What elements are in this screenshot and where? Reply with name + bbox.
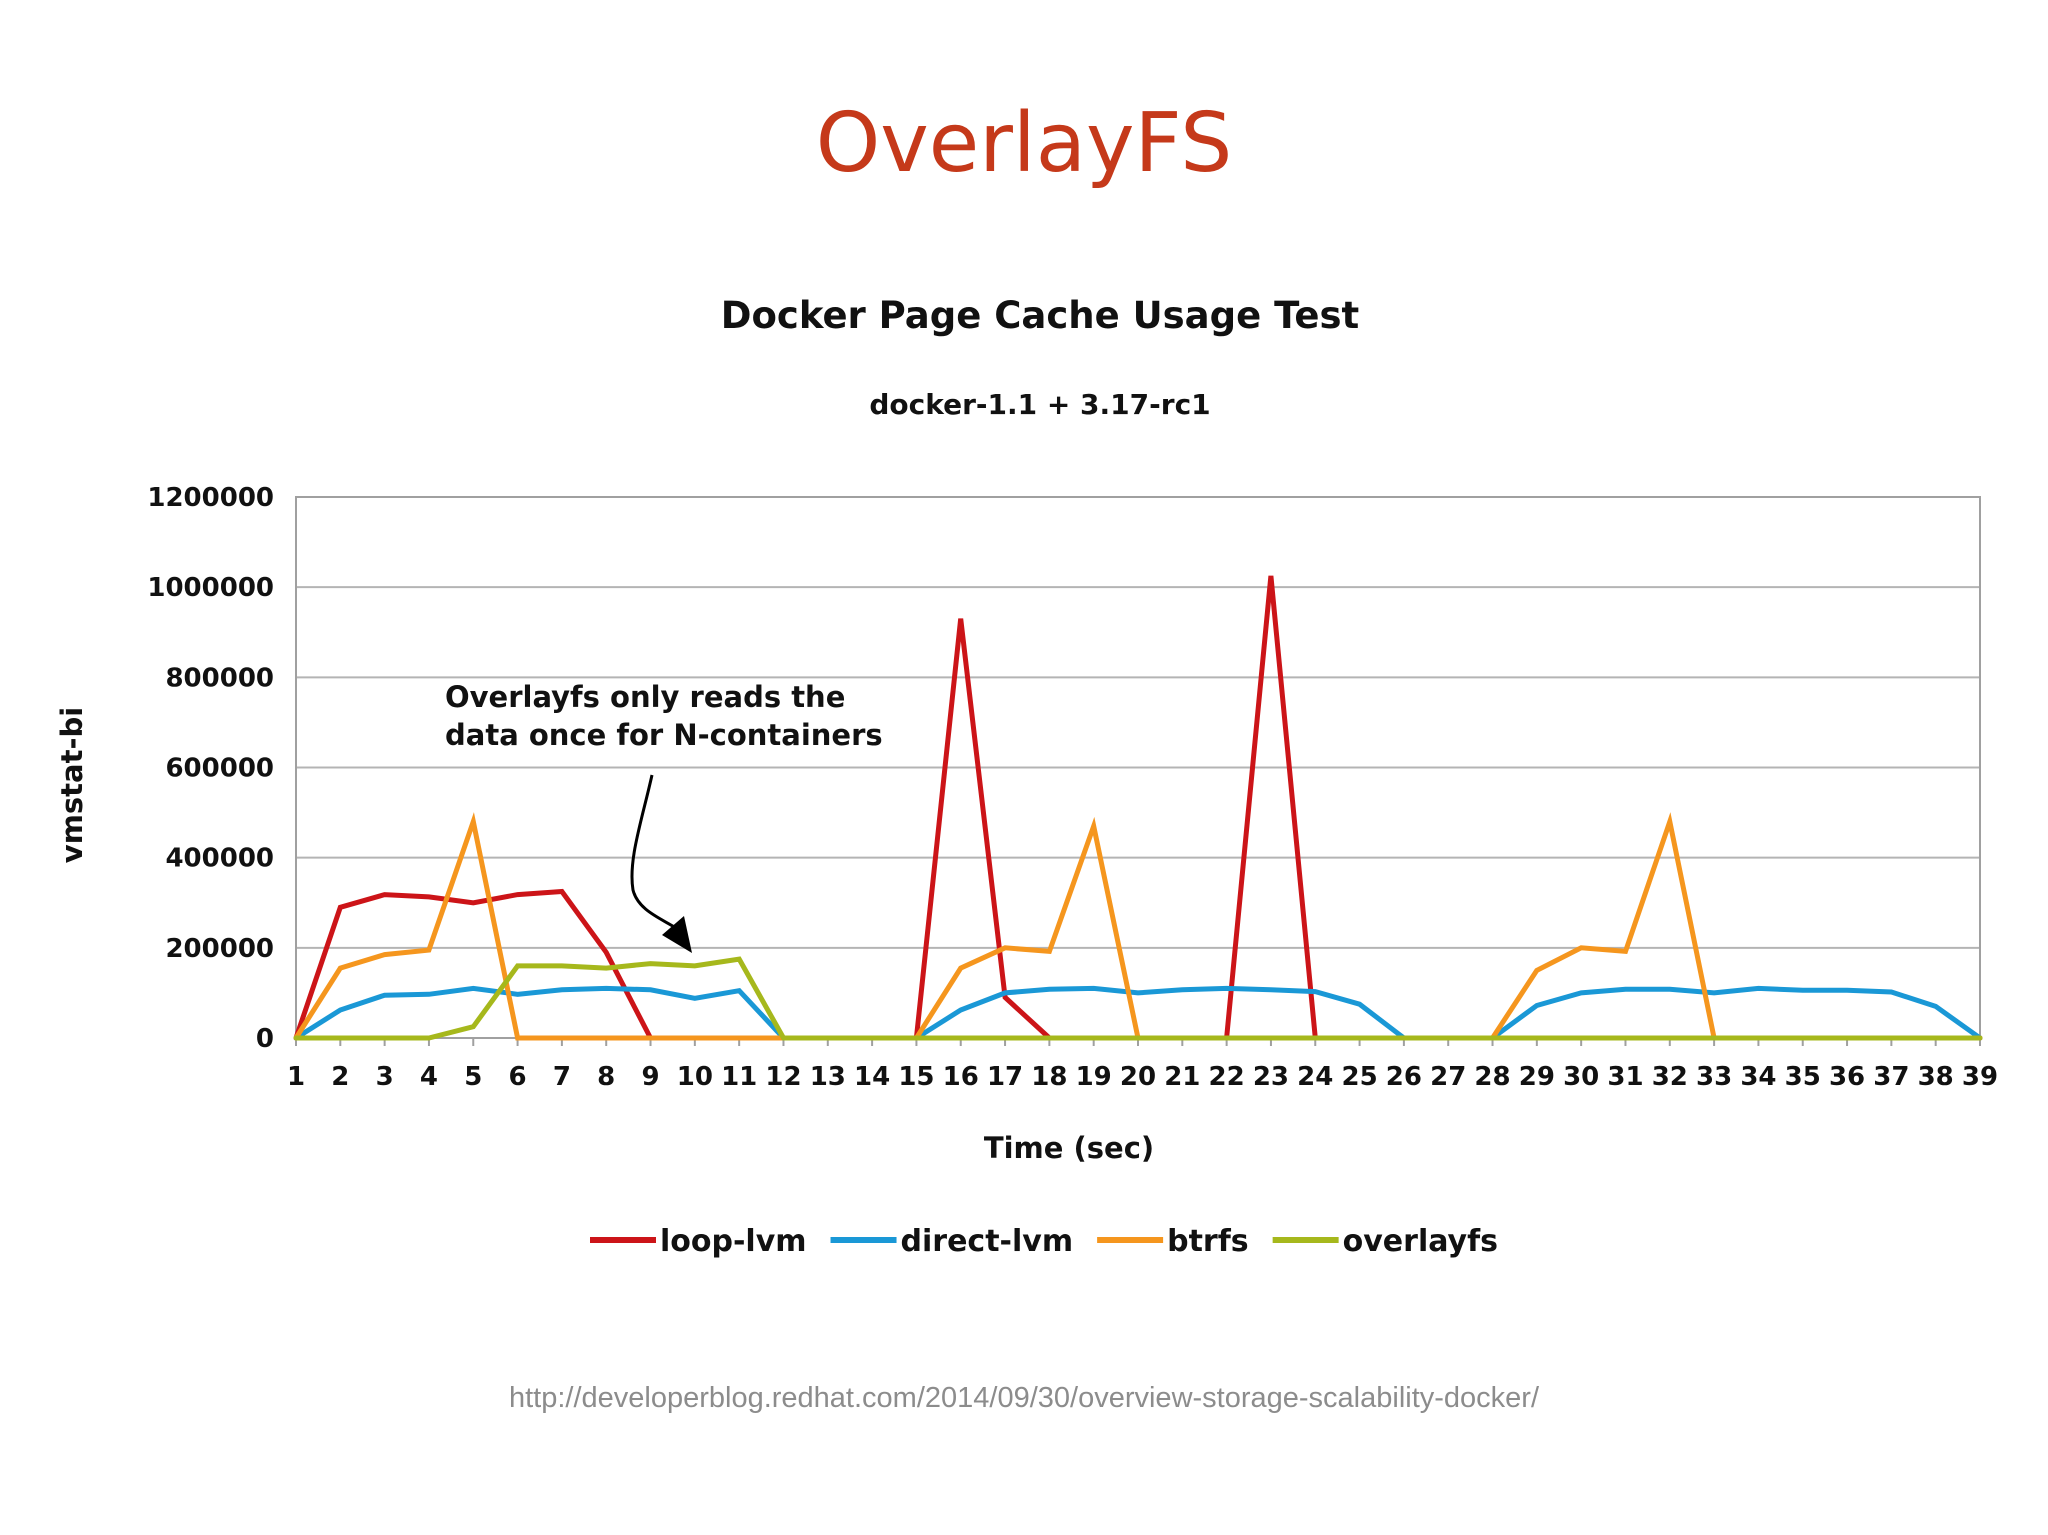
chart-title: Docker Page Cache Usage Test	[721, 294, 1359, 337]
x-tick-label: 36	[1829, 1062, 1865, 1092]
x-tick-label: 9	[641, 1062, 659, 1092]
x-tick-label: 2	[331, 1062, 349, 1092]
x-tick-label: 3	[376, 1062, 394, 1092]
y-tick-label: 400000	[165, 844, 274, 874]
x-tick-label: 33	[1696, 1062, 1732, 1092]
annotation-arrowhead	[662, 916, 692, 953]
x-tick-label: 12	[765, 1062, 801, 1092]
x-tick-label: 19	[1076, 1062, 1112, 1092]
series-line-overlayfs	[293, 956, 1983, 1041]
y-tick-label: 0	[256, 1024, 274, 1054]
x-tick-label: 38	[1918, 1062, 1954, 1092]
legend-label: direct-lvm	[901, 1224, 1074, 1259]
x-tick-label: 25	[1341, 1062, 1377, 1092]
x-axis-label: Time (sec)	[984, 1131, 1154, 1165]
y-tick-label: 800000	[165, 663, 274, 693]
x-tick-label: 34	[1740, 1062, 1776, 1092]
series-lines	[293, 575, 1983, 1041]
x-tick-label: 16	[943, 1062, 979, 1092]
x-tick-label: 23	[1253, 1062, 1289, 1092]
x-tick-label: 31	[1607, 1062, 1643, 1092]
x-tick-label: 21	[1164, 1062, 1200, 1092]
x-tick-label: 37	[1873, 1062, 1909, 1092]
legend-label: overlayfs	[1343, 1224, 1498, 1259]
y-axis-label: vmstat-bi	[55, 707, 89, 863]
x-tick-label: 7	[553, 1062, 571, 1092]
annotation-line-1: Overlayfs only reads the	[445, 680, 845, 714]
y-tick-label: 1000000	[147, 573, 274, 603]
y-tick-label: 200000	[165, 934, 274, 964]
series-line-direct-lvm	[293, 985, 1983, 1041]
chart-subtitle: docker-1.1 + 3.17-rc1	[869, 388, 1210, 421]
x-tick-label: 22	[1209, 1062, 1245, 1092]
legend: loop-lvm direct-lvm btrfs overlayfs	[590, 1224, 1498, 1259]
x-tick-label: 24	[1297, 1062, 1333, 1092]
x-tick-label: 35	[1785, 1062, 1821, 1092]
x-tick-label: 29	[1519, 1062, 1555, 1092]
grid-lines	[296, 496, 1980, 1039]
x-tick-label: 4	[420, 1062, 438, 1092]
x-tick-label: 20	[1120, 1062, 1156, 1092]
legend-label: btrfs	[1167, 1224, 1249, 1259]
source-url[interactable]: http://developerblog.redhat.com/2014/09/…	[508, 1382, 1540, 1414]
x-tick-label: 1	[287, 1062, 305, 1092]
x-axis-ticks: 1 2 3 4 5 6 7 8 9 10 11 12 13 14 15 16 17 18 19 20 21 22 23 24 2…	[287, 1038, 1998, 1092]
x-tick-label: 14	[854, 1062, 890, 1092]
x-tick-label: 11	[721, 1062, 757, 1092]
series-line-loop-lvm	[293, 575, 1983, 1041]
x-tick-label: 27	[1430, 1062, 1466, 1092]
series-line-btrfs	[293, 812, 1983, 1041]
x-tick-label: 30	[1563, 1062, 1599, 1092]
legend-label: loop-lvm	[660, 1224, 807, 1259]
x-tick-label: 17	[987, 1062, 1023, 1092]
x-tick-label: 39	[1962, 1062, 1998, 1092]
x-tick-label: 10	[677, 1062, 713, 1092]
y-tick-label: 600000	[165, 754, 274, 784]
x-tick-label: 26	[1386, 1062, 1422, 1092]
x-tick-label: 8	[597, 1062, 615, 1092]
slide-title: OverlayFS	[815, 96, 1233, 191]
x-tick-label: 15	[898, 1062, 934, 1092]
y-axis-ticks: 0 200000 400000 600000 800000 1000000 1200000	[147, 483, 274, 1054]
x-tick-label: 6	[509, 1062, 527, 1092]
annotation-arrow	[630, 774, 677, 930]
annotation-line-2: data once for N-containers	[445, 718, 883, 752]
y-tick-label: 1200000	[147, 483, 274, 513]
chart-annotation: Overlayfs only reads the data once for N…	[445, 680, 883, 953]
x-tick-label: 32	[1652, 1062, 1688, 1092]
x-tick-label: 13	[810, 1062, 846, 1092]
x-tick-label: 18	[1031, 1062, 1067, 1092]
x-tick-label: 5	[464, 1062, 482, 1092]
x-tick-label: 28	[1474, 1062, 1510, 1092]
